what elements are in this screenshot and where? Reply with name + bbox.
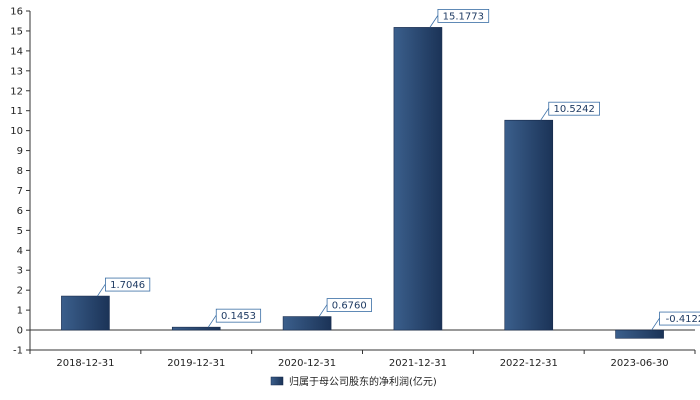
- data-label-leader: [429, 15, 439, 28]
- y-tick-label: 9: [17, 146, 23, 157]
- data-label-box: [326, 298, 372, 312]
- data-label-leader: [651, 317, 660, 331]
- legend-swatch: [270, 376, 284, 386]
- y-tick-label: 3: [17, 266, 23, 277]
- y-tick-label: 5: [17, 226, 23, 237]
- y-tick-label: 12: [10, 86, 23, 97]
- data-label-leader: [540, 107, 550, 121]
- y-tick-label: 0: [17, 326, 23, 337]
- data-label: 15.1773: [443, 11, 484, 22]
- data-label-box: [215, 308, 262, 323]
- bar: [61, 295, 110, 331]
- data-label: 0.1453: [221, 311, 256, 322]
- data-label-leader: [207, 314, 217, 328]
- y-tick-label: 4: [17, 246, 23, 257]
- x-tick-label: 2018-12-31: [56, 358, 114, 369]
- x-tick-label: 2022-12-31: [500, 358, 558, 369]
- y-tick-label: 7: [17, 186, 23, 197]
- bar: [282, 316, 332, 331]
- data-label: 10.5242: [553, 104, 594, 115]
- data-label-box: [437, 9, 490, 23]
- data-label-box: [105, 277, 151, 292]
- data-label-leader: [97, 283, 106, 297]
- legend-label: 归属于母公司股东的净利润(亿元): [289, 375, 437, 388]
- x-tick-label: 2019-12-31: [167, 358, 225, 369]
- y-tick-label: -1: [13, 346, 23, 357]
- data-label-box: [659, 311, 700, 326]
- y-tick-label: 13: [10, 66, 23, 77]
- y-tick-label: 1: [17, 306, 23, 317]
- y-tick-label: 6: [17, 206, 23, 217]
- bar: [615, 329, 664, 339]
- bar: [171, 326, 221, 331]
- data-label: 1.7046: [110, 280, 145, 291]
- data-label-leader: [318, 304, 328, 317]
- x-tick-label: 2020-12-31: [278, 358, 336, 369]
- bar: [393, 27, 443, 331]
- data-label: 0.6760: [332, 301, 367, 312]
- y-tick-label: 14: [10, 46, 23, 57]
- y-tick-label: 2: [17, 286, 23, 297]
- y-tick-label: 11: [10, 106, 23, 117]
- x-tick-label: 2023-06-30: [611, 358, 669, 369]
- bar: [504, 119, 554, 331]
- y-tick-label: 10: [10, 126, 23, 137]
- y-tick-label: 15: [10, 26, 23, 37]
- data-label: -0.4122: [666, 314, 700, 325]
- x-tick-label: 2021-12-31: [389, 358, 447, 369]
- y-tick-label: 8: [17, 166, 23, 177]
- y-tick-label: 16: [10, 7, 23, 18]
- data-label-box: [548, 101, 600, 116]
